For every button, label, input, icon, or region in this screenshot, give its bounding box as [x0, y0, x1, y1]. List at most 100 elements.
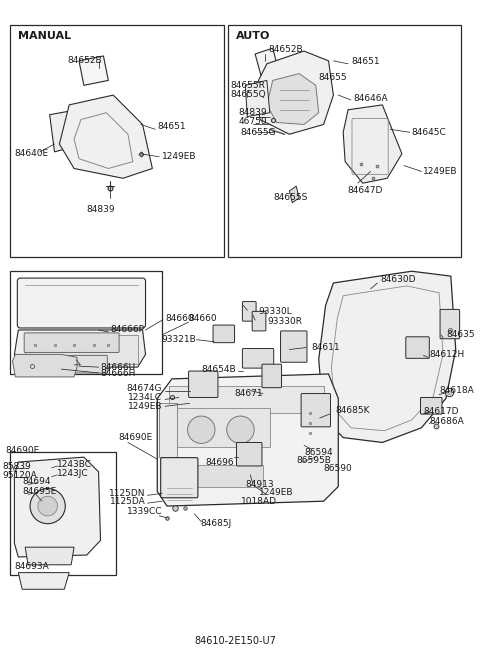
FancyBboxPatch shape [420, 398, 442, 414]
FancyBboxPatch shape [17, 278, 145, 328]
Text: 85839: 85839 [3, 462, 31, 472]
Text: 93330R: 93330R [268, 316, 303, 326]
Polygon shape [245, 81, 270, 117]
Text: 84612H: 84612H [429, 350, 465, 359]
Circle shape [38, 496, 58, 516]
Bar [228, 25, 461, 257]
FancyBboxPatch shape [189, 371, 218, 398]
Text: 84685J: 84685J [200, 519, 231, 528]
Bar [25, 335, 138, 364]
Text: 84652B: 84652B [67, 56, 102, 66]
FancyBboxPatch shape [161, 458, 198, 498]
Text: 84660: 84660 [165, 314, 194, 323]
Text: 84651: 84651 [157, 122, 186, 131]
Text: 1018AD: 1018AD [241, 496, 277, 506]
Text: 84695E: 84695E [22, 487, 57, 496]
Text: 84611: 84611 [312, 343, 340, 352]
Text: 1249EB: 1249EB [162, 152, 197, 161]
Text: 84655G: 84655G [240, 128, 276, 137]
Text: 46750: 46750 [239, 117, 267, 126]
Bar [169, 386, 324, 413]
FancyBboxPatch shape [440, 309, 460, 339]
Polygon shape [289, 186, 299, 203]
Polygon shape [14, 457, 100, 557]
FancyBboxPatch shape [17, 356, 108, 373]
FancyBboxPatch shape [24, 333, 119, 352]
Bar [11, 452, 116, 574]
Text: AUTO: AUTO [236, 31, 270, 41]
Bar [11, 271, 162, 374]
Text: 1249EB: 1249EB [423, 167, 458, 176]
Polygon shape [18, 572, 69, 590]
Text: 86594: 86594 [304, 448, 333, 457]
FancyBboxPatch shape [252, 311, 266, 331]
Text: 1234LC: 1234LC [128, 393, 162, 402]
Text: 84913: 84913 [245, 480, 274, 489]
Text: 84666U: 84666U [100, 363, 136, 371]
Circle shape [30, 489, 65, 524]
Text: 84686A: 84686A [429, 417, 464, 426]
FancyBboxPatch shape [301, 394, 330, 427]
Text: 1249EB: 1249EB [259, 488, 294, 497]
Text: 1249EB: 1249EB [128, 402, 162, 411]
FancyBboxPatch shape [280, 331, 307, 362]
Text: 84617D: 84617D [423, 407, 459, 416]
Text: 84652B: 84652B [269, 45, 303, 54]
Text: 84660: 84660 [189, 314, 217, 323]
Polygon shape [49, 110, 84, 152]
Polygon shape [14, 330, 145, 367]
Text: 84674G: 84674G [127, 384, 162, 393]
Text: 84839: 84839 [87, 205, 115, 214]
Text: 84666P: 84666P [110, 326, 144, 335]
Circle shape [227, 416, 254, 443]
Text: 93330L: 93330L [258, 307, 292, 316]
Text: 84690E: 84690E [6, 446, 40, 455]
Text: 84655S: 84655S [273, 193, 308, 202]
Polygon shape [12, 354, 77, 377]
Text: 84690E: 84690E [118, 433, 152, 442]
Text: 1243JC: 1243JC [58, 469, 89, 478]
Text: 84635: 84635 [446, 330, 475, 339]
Polygon shape [255, 51, 334, 134]
Text: 84647D: 84647D [347, 187, 383, 195]
FancyBboxPatch shape [406, 337, 429, 358]
Text: 86595B: 86595B [296, 456, 331, 464]
Text: 84685K: 84685K [336, 405, 370, 415]
Text: 84630D: 84630D [380, 274, 416, 284]
Text: 84645C: 84645C [412, 128, 446, 137]
Text: 84694: 84694 [22, 477, 51, 486]
Bar [172, 408, 270, 447]
Circle shape [188, 416, 215, 443]
Text: 84839: 84839 [239, 108, 267, 117]
Polygon shape [267, 73, 319, 124]
Bar [159, 403, 177, 457]
Polygon shape [255, 48, 278, 75]
Text: 84646A: 84646A [353, 94, 387, 103]
Text: 95120A: 95120A [3, 471, 37, 480]
Text: 84696: 84696 [205, 458, 234, 466]
FancyBboxPatch shape [242, 348, 274, 368]
Text: 84654B: 84654B [201, 365, 236, 373]
Text: 84655R: 84655R [231, 81, 265, 90]
Bar [175, 465, 263, 487]
Polygon shape [60, 95, 152, 178]
Text: 84671: 84671 [234, 389, 263, 398]
Bar [11, 25, 224, 257]
Text: MANUAL: MANUAL [18, 31, 72, 41]
Text: 93321B: 93321B [162, 335, 196, 345]
Polygon shape [319, 271, 456, 443]
Text: 84618A: 84618A [439, 386, 474, 395]
Text: 1339CC: 1339CC [127, 508, 162, 516]
Text: 1125DN: 1125DN [109, 489, 145, 498]
Text: 84610-2E150-U7: 84610-2E150-U7 [194, 636, 276, 646]
Polygon shape [343, 105, 402, 183]
FancyBboxPatch shape [242, 301, 256, 321]
Text: 1125DA: 1125DA [110, 496, 145, 506]
Text: 1243BC: 1243BC [58, 460, 93, 470]
Text: 84666H: 84666H [100, 369, 136, 377]
Text: 86590: 86590 [324, 464, 352, 474]
Polygon shape [25, 547, 74, 565]
FancyBboxPatch shape [213, 325, 235, 343]
Text: 84655: 84655 [319, 73, 348, 82]
Polygon shape [79, 56, 108, 85]
